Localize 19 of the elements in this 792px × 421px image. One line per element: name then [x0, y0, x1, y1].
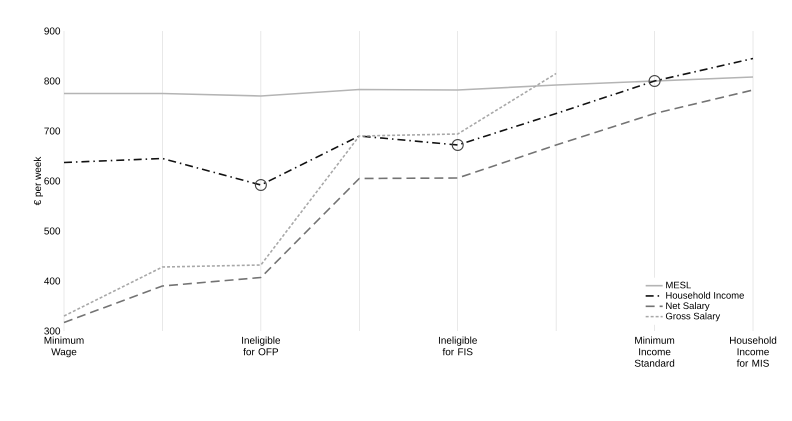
line-series — [63, 89, 754, 324]
legend-label: Household Income — [666, 292, 744, 299]
x-tick-label: Household Income for MIS — [730, 336, 776, 367]
x-tick-label: Ineligible for FIS — [438, 336, 477, 356]
y-tick-label: 800 — [44, 77, 60, 85]
x-tick-label: Minimum Income Standard — [634, 336, 674, 367]
legend-label: Gross Salary — [666, 312, 720, 322]
y-tick-label: 900 — [44, 27, 60, 35]
legend-label: Net Salary — [666, 302, 710, 311]
x-tick-label: Ineligible for OFP — [242, 336, 280, 356]
y-axis-title: € per week — [34, 156, 44, 206]
line-series — [63, 58, 754, 186]
legend-label: MESL — [666, 282, 691, 288]
y-tick-label: 300 — [44, 327, 60, 335]
y-tick-label: 400 — [44, 277, 60, 285]
y-tick-label: 600 — [44, 177, 60, 185]
x-tick-label: Minimum Wage — [44, 336, 84, 358]
y-tick-label: 500 — [44, 227, 60, 235]
y-tick-label: 700 — [44, 127, 60, 135]
